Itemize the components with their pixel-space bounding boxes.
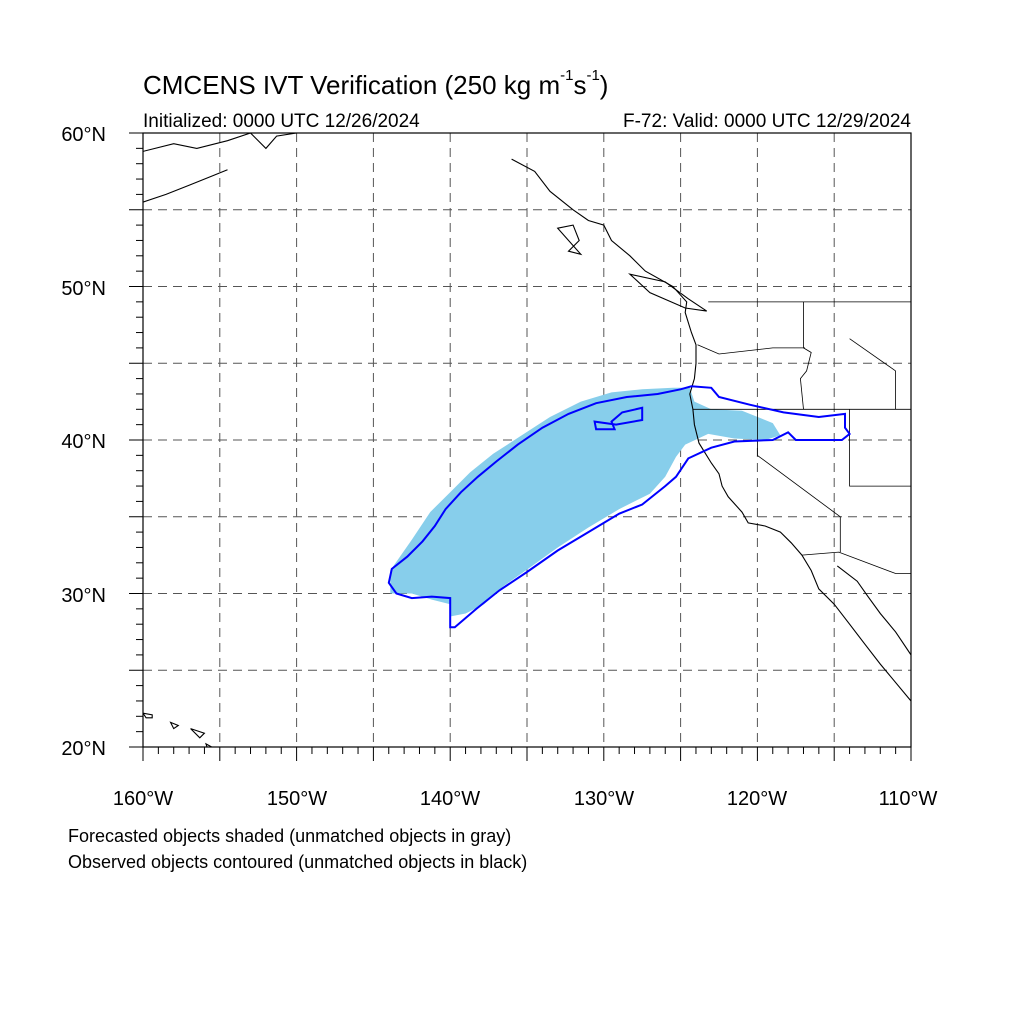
legend-observed-note: Observed objects contoured (unmatched ob… — [68, 852, 528, 872]
island-outline — [169, 721, 180, 730]
forecast-object — [390, 387, 781, 617]
coastlines-layer — [143, 133, 911, 747]
lon-label-150w: 150°W — [267, 788, 327, 810]
lat-label-60: 60°N — [61, 124, 106, 146]
observed-object-hole-contour — [593, 406, 644, 431]
boundary-line — [697, 344, 805, 355]
observed-objects-layer — [387, 385, 851, 629]
lon-label-110w: 110°W — [879, 788, 938, 810]
alaska-peninsula-line — [143, 169, 228, 203]
alaska-coast-line — [143, 133, 358, 152]
valid-time: F-72: Valid: 0000 UTC 12/29/2024 — [623, 111, 911, 132]
chart-title: CMCENS IVT Verification (250 kg m-1s-1) — [143, 67, 609, 100]
boundary-line — [849, 409, 911, 487]
gulf-of-california-line — [836, 565, 911, 656]
island-outline — [143, 712, 153, 719]
island-outline — [628, 273, 708, 312]
island-outline — [190, 728, 206, 739]
observed-object-contour — [387, 385, 851, 629]
boundary-line — [801, 551, 911, 574]
forecast-objects-layer — [390, 387, 781, 617]
lon-label-140w: 140°W — [420, 788, 480, 810]
west-coast-line — [511, 158, 911, 702]
lat-label-50: 50°N — [61, 278, 106, 300]
lat-label-30: 30°N — [61, 585, 106, 607]
axis-ticks — [129, 132, 912, 761]
lon-label-130w: 130°W — [574, 788, 634, 810]
initialized-time: Initialized: 0000 UTC 12/26/2024 — [143, 111, 420, 132]
lat-label-20: 20°N — [61, 738, 106, 760]
boundary-line — [757, 409, 841, 553]
lon-label-160w: 160°W — [113, 788, 173, 810]
lon-label-120w: 120°W — [727, 788, 787, 810]
boundary-line — [799, 301, 812, 410]
boundary-line — [849, 338, 896, 372]
legend-forecast-note: Forecasted objects shaded (unmatched obj… — [68, 826, 512, 846]
lat-label-40: 40°N — [61, 431, 106, 453]
island-outline — [556, 224, 583, 256]
